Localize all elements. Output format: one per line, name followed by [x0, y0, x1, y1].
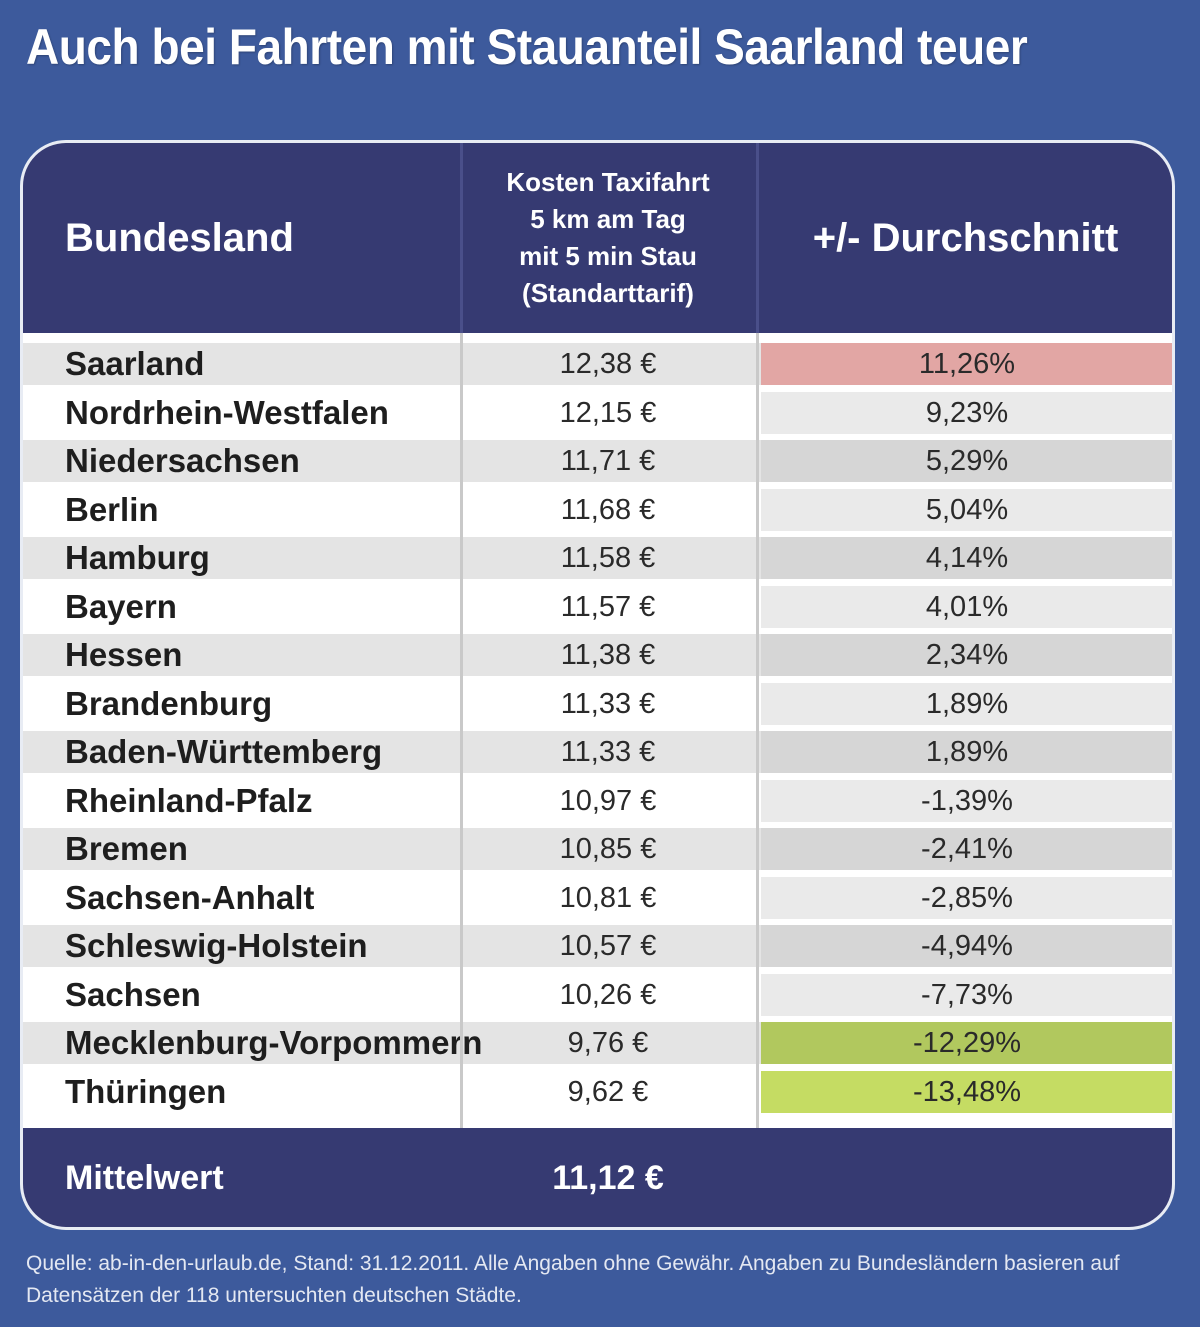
table-row: Bayern 11,57 € 4,01% [23, 585, 1172, 628]
cell-bundesland: Hessen [65, 636, 183, 673]
table-row: Baden-Württemberg 11,33 € 1,89% [23, 731, 1172, 773]
diff-cell-background [761, 634, 1172, 676]
header-divider [460, 143, 463, 333]
table-row: Sachsen 10,26 € -7,73% [23, 973, 1172, 1016]
cell-kosten: 10,97 € [559, 784, 657, 817]
chart-title: Auch bei Fahrten mit Stauanteil Saarland… [26, 19, 1028, 75]
diff-cell-background [761, 537, 1172, 579]
table-footer: Mittelwert 11,12 € [23, 1128, 1172, 1227]
table-row: Nordrhein-Westfalen 12,15 € 9,23% [23, 391, 1172, 434]
source-note: Quelle: ab-in-den-urlaub.de, Stand: 31.1… [26, 1252, 1120, 1307]
table-row: Thüringen 9,62 € -13,48% [23, 1070, 1172, 1113]
cell-kosten: 11,57 € [560, 590, 656, 623]
cell-bundesland: Saarland [65, 345, 205, 382]
cell-bundesland: Nordrhein-Westfalen [65, 393, 389, 431]
cell-bundesland: Hamburg [65, 539, 210, 576]
table-row: Brandenburg 11,33 € 1,89% [23, 682, 1172, 725]
diff-cell-background [761, 1022, 1172, 1064]
cell-durchschnitt: -2,85% [921, 881, 1013, 914]
cell-durchschnitt: -12,29% [912, 1027, 1021, 1059]
diff-cell-background [761, 828, 1172, 870]
diff-cell-background [761, 876, 1172, 919]
diff-cell-background [761, 779, 1172, 822]
diff-cell-background [761, 585, 1172, 628]
cell-durchschnitt: 5,29% [925, 445, 1009, 477]
cell-bundesland: Schleswig-Holstein [65, 927, 368, 964]
header-durchschnitt: +/- Durchschnitt [812, 215, 1119, 260]
cell-bundesland: Niedersachsen [65, 442, 300, 479]
table-row: Niedersachsen 11,71 € 5,29% [23, 440, 1172, 482]
cell-kosten: 11,33 € [560, 687, 656, 720]
diff-cell-background [761, 488, 1172, 531]
cell-bundesland: Baden-Württemberg [65, 733, 383, 770]
cell-durchschnitt: 1,89% [925, 687, 1009, 720]
mittelwert-label: Mittelwert [65, 1159, 224, 1197]
cell-durchschnitt: 2,34% [925, 639, 1009, 671]
cell-kosten: 11,68 € [560, 493, 656, 526]
cell-kosten: 12,38 € [559, 348, 657, 380]
cell-kosten: 10,26 € [559, 978, 657, 1011]
cell-kosten: 11,71 € [560, 445, 656, 477]
table-row: Bremen 10,85 € -2,41% [23, 828, 1172, 870]
cell-kosten: 10,81 € [559, 881, 657, 914]
cell-kosten: 11,33 € [560, 736, 656, 768]
diff-cell-background [761, 973, 1172, 1016]
diff-cell-background [761, 731, 1172, 773]
diff-cell-background [761, 440, 1172, 482]
cell-bundesland: Sachsen-Anhalt [65, 878, 315, 916]
diff-cell-background [761, 682, 1172, 725]
cell-kosten: 10,85 € [559, 833, 657, 865]
table-row: Schleswig-Holstein 10,57 € -4,94% [23, 925, 1172, 967]
cell-bundesland: Brandenburg [65, 684, 273, 722]
cell-durchschnitt: -13,48% [912, 1075, 1021, 1108]
diff-cell-background [761, 1070, 1172, 1113]
cell-durchschnitt: 9,23% [925, 396, 1009, 429]
cell-bundesland: Bayern [65, 587, 177, 625]
column-divider [756, 333, 759, 1128]
cell-bundesland: Sachsen [65, 975, 201, 1013]
table-row: Hessen 11,38 € 2,34% [23, 634, 1172, 676]
table-row: Saarland 12,38 € 11,26% [23, 343, 1172, 385]
cell-durchschnitt: 1,89% [925, 736, 1009, 768]
diff-cell-background [761, 391, 1172, 434]
cell-durchschnitt: -1,39% [921, 784, 1013, 817]
cell-durchschnitt: 11,26% [918, 348, 1016, 380]
cell-kosten: 11,58 € [560, 542, 656, 574]
table-row: Mecklenburg-Vorpommern 9,76 € -12,29% [23, 1022, 1172, 1064]
mittelwert-value: 11,12 € [552, 1159, 664, 1197]
diff-cell-background [761, 925, 1172, 967]
table-row: Rheinland-Pfalz 10,97 € -1,39% [23, 779, 1172, 822]
cell-durchschnitt: 4,01% [925, 590, 1009, 623]
cell-kosten: 9,62 € [567, 1075, 649, 1108]
cell-durchschnitt: 5,04% [925, 493, 1009, 526]
table-row: Sachsen-Anhalt 10,81 € -2,85% [23, 876, 1172, 919]
cell-durchschnitt: 4,14% [925, 542, 1009, 574]
cell-durchschnitt: -4,94% [921, 930, 1013, 962]
cell-bundesland: Thüringen [65, 1072, 227, 1110]
cell-kosten: 12,15 € [559, 396, 657, 429]
cell-durchschnitt: -7,73% [921, 978, 1013, 1011]
header-divider [756, 143, 759, 333]
cell-bundesland: Berlin [65, 490, 159, 528]
cell-bundesland: Bremen [65, 830, 188, 867]
table-row: Hamburg 11,58 € 4,14% [23, 537, 1172, 579]
cell-kosten: 9,76 € [567, 1027, 649, 1059]
table-header: Bundesland Kosten Taxifahrt 5 km am Tag … [23, 143, 1172, 333]
cell-bundesland: Mecklenburg-Vorpommern [65, 1024, 483, 1061]
cell-kosten: 10,57 € [559, 930, 657, 962]
column-divider [460, 333, 463, 1128]
cell-durchschnitt: -2,41% [921, 833, 1013, 865]
header-kosten: Kosten Taxifahrt 5 km am Tag mit 5 min S… [506, 167, 710, 308]
cell-bundesland: Rheinland-Pfalz [65, 781, 313, 819]
header-bundesland: Bundesland [65, 215, 294, 260]
diff-cell-background [761, 343, 1172, 385]
table-row: Berlin 11,68 € 5,04% [23, 488, 1172, 531]
cell-kosten: 11,38 € [560, 639, 656, 671]
data-table: Bundesland Kosten Taxifahrt 5 km am Tag … [20, 140, 1175, 1230]
